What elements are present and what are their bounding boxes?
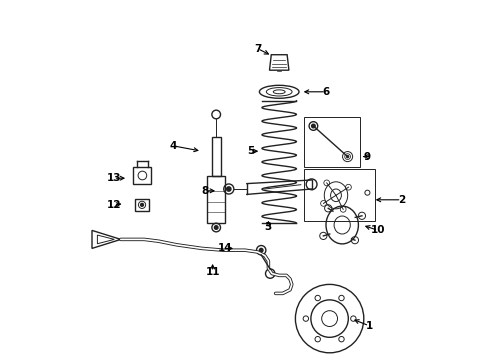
Text: 9: 9 bbox=[364, 152, 371, 162]
Bar bbox=[304, 117, 360, 167]
Text: 8: 8 bbox=[202, 186, 209, 196]
Text: 12: 12 bbox=[106, 200, 121, 210]
Circle shape bbox=[312, 124, 315, 128]
Text: 11: 11 bbox=[205, 267, 220, 277]
Text: 10: 10 bbox=[371, 225, 386, 235]
Bar bbox=[135, 199, 149, 211]
Text: 4: 4 bbox=[170, 141, 177, 151]
Circle shape bbox=[141, 203, 144, 206]
Circle shape bbox=[346, 155, 349, 158]
Text: 13: 13 bbox=[106, 173, 121, 183]
Bar bbox=[212, 136, 220, 176]
Bar bbox=[304, 169, 374, 221]
Text: 7: 7 bbox=[254, 44, 261, 54]
Text: 14: 14 bbox=[218, 243, 233, 253]
Circle shape bbox=[227, 187, 231, 191]
Bar bbox=[207, 176, 225, 223]
Text: 3: 3 bbox=[265, 222, 272, 232]
Bar bbox=[133, 167, 151, 184]
Circle shape bbox=[259, 248, 263, 252]
Text: 6: 6 bbox=[322, 87, 330, 97]
Text: 1: 1 bbox=[366, 321, 373, 331]
Text: 5: 5 bbox=[247, 146, 254, 156]
Circle shape bbox=[215, 226, 218, 229]
Text: 2: 2 bbox=[398, 195, 405, 205]
